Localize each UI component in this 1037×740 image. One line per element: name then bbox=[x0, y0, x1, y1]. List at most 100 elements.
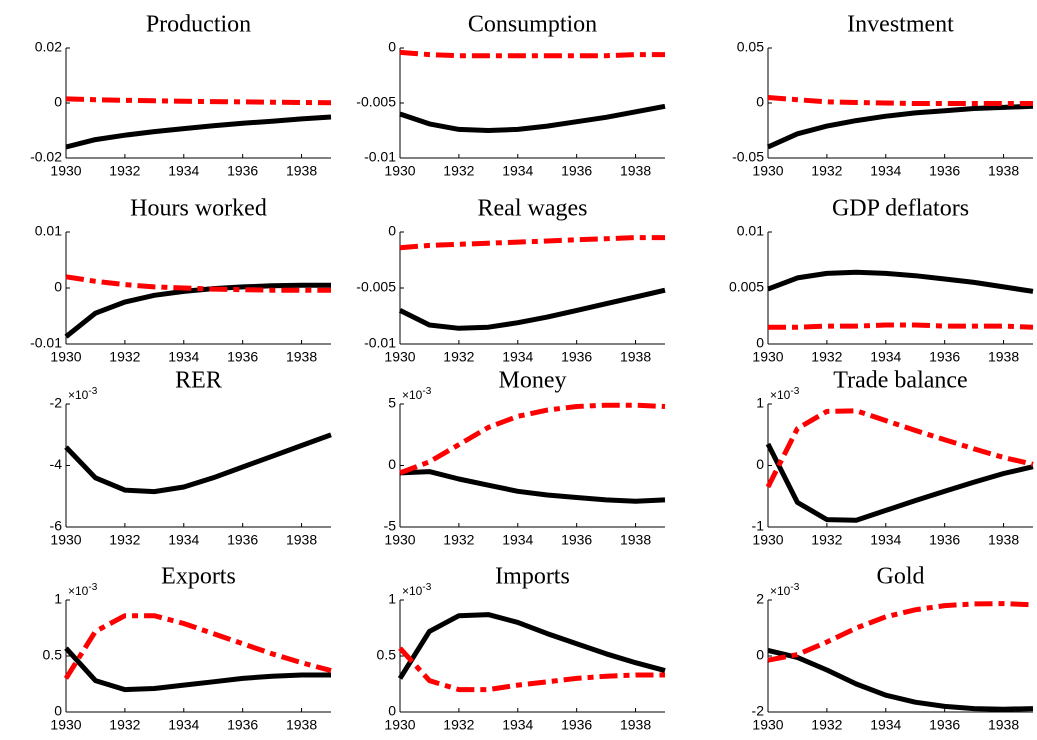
multiplier-base: ×10 bbox=[68, 584, 89, 598]
x-tick-label: 1930 bbox=[384, 532, 415, 548]
x-tick-label: 1936 bbox=[561, 532, 592, 548]
y-tick-label: 0.05 bbox=[737, 39, 764, 55]
series-line bbox=[399, 402, 666, 476]
subplot: Hours worked -0.01 0 0.01 1930 1932 1934 1936 19… bbox=[30, 196, 331, 365]
y-tick-label: -0.005 bbox=[356, 279, 396, 295]
subplot-title: Trade balance bbox=[833, 368, 967, 394]
y-tick-label: 0.5 bbox=[377, 647, 397, 663]
x-tick-label: 1938 bbox=[988, 349, 1019, 365]
y-tick-label: 0 bbox=[756, 335, 764, 351]
x-tick-label: 1932 bbox=[443, 349, 474, 365]
y-tick-label: 0.005 bbox=[729, 279, 764, 295]
x-tick-label: 1930 bbox=[752, 163, 783, 179]
series-line bbox=[399, 103, 666, 133]
y-tick-label: 0 bbox=[388, 223, 396, 239]
series-line bbox=[767, 601, 1034, 663]
y-tick-label: -2 bbox=[752, 703, 765, 719]
multiplier-exponent: -3 bbox=[422, 386, 431, 397]
y-tick-label: 0 bbox=[388, 39, 396, 55]
y-tick-label: -6 bbox=[50, 518, 63, 534]
y-tick-label: 2 bbox=[756, 591, 764, 607]
multiplier-exponent: -3 bbox=[790, 582, 799, 593]
x-tick-label: 1930 bbox=[752, 532, 783, 548]
x-tick-label: 1936 bbox=[227, 163, 258, 179]
x-tick-label: 1932 bbox=[443, 532, 474, 548]
subplot-title: Production bbox=[146, 12, 251, 38]
y-tick-label: 0 bbox=[54, 279, 62, 295]
multiplier-base: ×10 bbox=[402, 584, 423, 598]
x-tick-label: 1936 bbox=[561, 349, 592, 365]
y-tick-label: 0 bbox=[756, 647, 764, 663]
y-tick-label: -0.005 bbox=[356, 94, 396, 110]
x-tick-label: 1930 bbox=[50, 532, 81, 548]
y-tick-label: -0.01 bbox=[364, 149, 396, 165]
subplot: Investment -0.05 0 0.05 1930 1932 1934 1936 1938 bbox=[732, 12, 1033, 179]
y-tick-label: -0.02 bbox=[30, 149, 62, 165]
x-tick-label: 1932 bbox=[811, 532, 842, 548]
y-tick-label: 0 bbox=[388, 456, 396, 472]
subplot-title: Real wages bbox=[478, 196, 588, 222]
multiplier-exponent: -3 bbox=[88, 386, 97, 397]
x-tick-label: 1932 bbox=[443, 163, 474, 179]
axis-multiplier: ×10-3 bbox=[402, 582, 432, 599]
y-tick-label: -0.01 bbox=[364, 335, 396, 351]
series-line bbox=[766, 103, 1034, 150]
series-line bbox=[767, 647, 1034, 712]
x-tick-label: 1934 bbox=[502, 163, 533, 179]
x-tick-label: 1936 bbox=[929, 349, 960, 365]
x-tick-label: 1934 bbox=[502, 717, 533, 733]
series-line bbox=[765, 408, 1034, 489]
x-tick-label: 1932 bbox=[443, 717, 474, 733]
subplot-title: Exports bbox=[161, 564, 236, 590]
y-tick-label: -0.05 bbox=[732, 149, 764, 165]
y-tick-label: 1 bbox=[756, 395, 764, 411]
y-tick-label: -5 bbox=[384, 518, 397, 534]
x-tick-label: 1930 bbox=[384, 349, 415, 365]
x-tick-label: 1934 bbox=[870, 717, 901, 733]
y-tick-label: 0.01 bbox=[737, 223, 764, 239]
y-tick-label: 0 bbox=[54, 94, 62, 110]
series-line bbox=[398, 646, 665, 693]
x-tick-label: 1932 bbox=[109, 349, 140, 365]
series-line bbox=[65, 96, 332, 106]
multiplier-base: ×10 bbox=[770, 584, 791, 598]
x-tick-label: 1938 bbox=[988, 163, 1019, 179]
x-tick-label: 1930 bbox=[50, 717, 81, 733]
x-tick-label: 1930 bbox=[50, 163, 81, 179]
axis-multiplier: ×10-3 bbox=[68, 582, 98, 599]
series-line bbox=[65, 114, 332, 150]
axis-multiplier: ×10-3 bbox=[770, 582, 800, 599]
y-tick-label: 5 bbox=[388, 395, 396, 411]
axis-multiplier: ×10-3 bbox=[770, 386, 800, 403]
y-tick-label: 0 bbox=[54, 703, 62, 719]
series-line bbox=[64, 646, 331, 693]
x-tick-label: 1938 bbox=[620, 163, 651, 179]
multiplier-base: ×10 bbox=[402, 388, 423, 402]
x-tick-label: 1936 bbox=[227, 349, 258, 365]
series-line bbox=[65, 274, 331, 293]
x-tick-label: 1932 bbox=[109, 532, 140, 548]
x-tick-label: 1932 bbox=[109, 717, 140, 733]
multiplier-base: ×10 bbox=[68, 388, 89, 402]
x-tick-label: 1932 bbox=[811, 163, 842, 179]
x-tick-label: 1936 bbox=[561, 163, 592, 179]
subplot: Imports 0 0.5 1 1930 1932 1934 1936 1938 ×10-3 bbox=[377, 564, 665, 733]
subplot: Money -5 0 5 1930 1932 1934 1936 1938 ×10-3 bbox=[384, 368, 665, 548]
x-tick-label: 1934 bbox=[502, 532, 533, 548]
series-line bbox=[399, 235, 665, 251]
subplot-title: GDP deflators bbox=[832, 196, 969, 222]
x-tick-label: 1930 bbox=[752, 717, 783, 733]
multiplier-exponent: -3 bbox=[88, 582, 97, 593]
y-tick-label: 1 bbox=[54, 591, 62, 607]
series-line bbox=[768, 322, 1034, 330]
subplot: Exports 0 0.5 1 1930 1932 1934 1936 1938 ×10-3 bbox=[43, 564, 331, 733]
x-tick-label: 1938 bbox=[620, 717, 651, 733]
x-tick-label: 1934 bbox=[502, 349, 533, 365]
series-line bbox=[767, 95, 1033, 106]
y-tick-label: -1 bbox=[752, 518, 765, 534]
multiplier-exponent: -3 bbox=[790, 386, 799, 397]
x-tick-label: 1930 bbox=[384, 717, 415, 733]
x-tick-label: 1934 bbox=[168, 717, 199, 733]
x-tick-label: 1936 bbox=[227, 717, 258, 733]
